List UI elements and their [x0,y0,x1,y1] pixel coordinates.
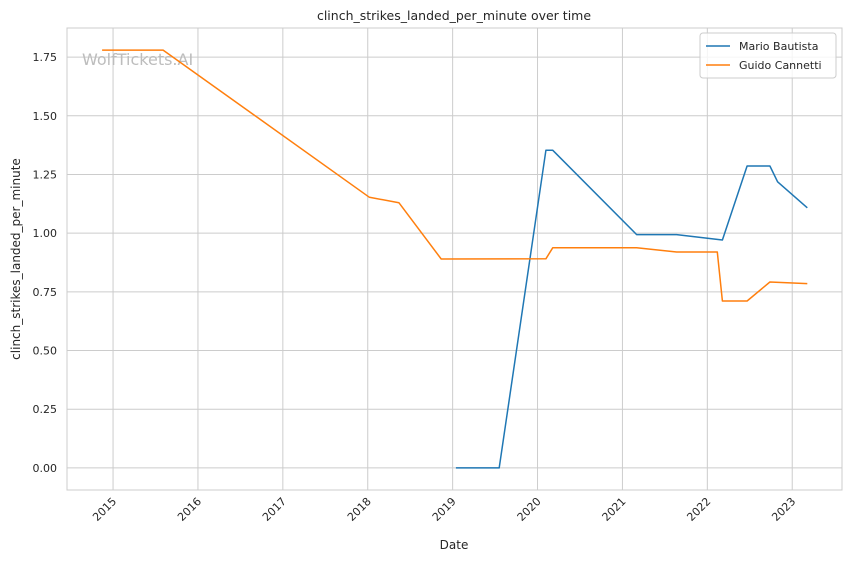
watermark: WolfTickets.AI [82,50,193,69]
x-tick-label: 2021 [600,495,629,524]
x-tick-label: 2018 [345,495,374,524]
legend: Mario Bautista Guido Cannetti [699,32,837,79]
y-tick-label: 1.00 [33,227,58,240]
y-tick-label: 1.75 [33,51,58,64]
x-tick-label: 2023 [769,495,798,524]
x-tick-label: 2015 [90,495,119,524]
legend-box [699,32,837,79]
y-tick-label: 0.25 [33,403,58,416]
x-tick-label: 2022 [684,495,713,524]
y-tick-label: 0.00 [33,462,58,475]
chart-title: clinch_strikes_landed_per_minute over ti… [317,8,591,23]
y-tick-label: 0.50 [33,345,58,358]
x-tick-label: 2017 [260,495,289,524]
y-axis-label: clinch_strikes_landed_per_minute [9,158,23,360]
legend-label-mario-bautista: Mario Bautista [739,40,818,53]
legend-label-guido-cannetti: Guido Cannetti [739,59,822,72]
y-tick-label: 0.75 [33,286,58,299]
x-tick-labels: 2015 2016 2017 2018 2019 2020 2021 2022 2023 [90,495,798,524]
plot-frame [66,27,843,491]
y-tick-label: 1.50 [33,110,58,123]
series-lines [102,49,808,469]
series-line-guido-cannetti [102,49,808,302]
y-tick-label: 1.25 [33,168,58,181]
x-tick-label: 2020 [515,495,544,524]
x-axis-label: Date [440,538,469,552]
x-tick-label: 2019 [430,495,459,524]
x-tick-label: 2016 [175,495,204,524]
y-tick-labels: 0.00 0.25 0.50 0.75 1.00 1.25 1.50 1.75 [33,51,58,475]
series-line-mario-bautista [455,149,808,469]
